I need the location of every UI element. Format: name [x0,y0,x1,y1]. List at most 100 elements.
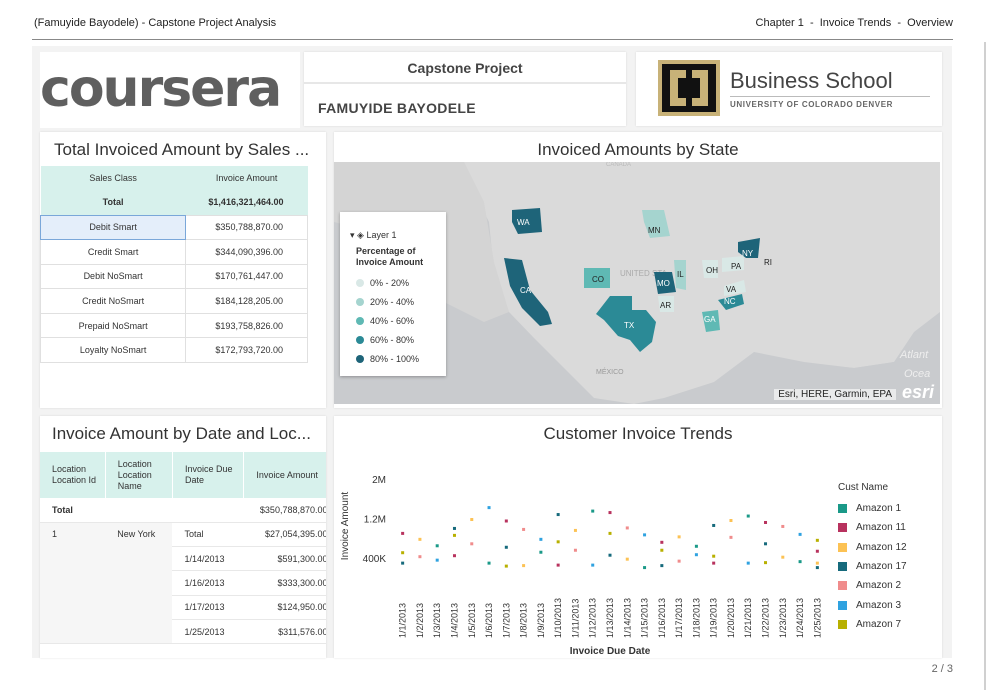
legend-item[interactable]: Amazon 17 [838,557,907,576]
scatter-point[interactable] [418,555,422,559]
scatter-point[interactable] [729,519,733,523]
legend-item[interactable]: Amazon 2 [838,576,907,595]
column-header-due-date[interactable]: Invoice Due Date [172,452,245,498]
amount-cell[interactable]: $591,300.00 [243,546,326,572]
scatter-point[interactable] [573,528,577,532]
scatter-point[interactable] [556,513,560,517]
table-row[interactable]: 1/17/2013 $124,950.00 [40,595,326,620]
scatter-point[interactable] [591,509,595,513]
scatter-point[interactable] [591,563,595,567]
scatter-point[interactable] [815,566,819,570]
legend-item[interactable]: Amazon 7 [838,615,907,634]
scatter-point[interactable] [504,564,508,568]
scatter-point[interactable] [729,535,733,539]
location-id-cell[interactable]: 1 [40,522,106,645]
scatter-point[interactable] [452,533,456,537]
scatter-point[interactable] [401,561,405,565]
sales-class-cell[interactable]: Credit Smart [40,239,187,265]
table-row[interactable]: Credit NoSmart $184,128,205.00 [40,288,308,314]
table-row[interactable]: Debit Smart $350,788,870.00 [40,214,308,241]
scatter-point[interactable] [539,550,543,554]
amount-cell[interactable]: $350,788,870.00 [185,214,308,241]
legend-item[interactable]: Amazon 3 [838,595,907,614]
scatter-point[interactable] [435,558,439,562]
column-header-invoice-amount[interactable]: Invoice Amount [185,166,308,190]
amount-cell[interactable]: $124,950.00 [243,595,326,620]
scatter-point[interactable] [470,542,474,546]
scatter-point[interactable] [539,537,543,541]
page-scrollbar[interactable] [984,42,986,690]
scatter-point[interactable] [677,535,681,539]
layer-label[interactable]: ▾ ◈ Layer 1 [350,230,397,240]
scatter-point[interactable] [764,520,768,524]
scatter-point[interactable] [608,531,612,535]
sales-class-cell[interactable]: Credit NoSmart [40,288,187,314]
state-map[interactable]: MÉXICO Atlant Ocea UNITED STA CANADA [334,162,940,404]
sales-class-cell[interactable]: Debit Smart [40,214,187,241]
scatter-point[interactable] [677,559,681,563]
scatter-point[interactable] [798,560,802,564]
scatter-point[interactable] [694,544,698,548]
scatter-point[interactable] [556,540,560,544]
amount-cell[interactable]: $344,090,396.00 [185,239,308,265]
legend-item[interactable]: Amazon 11 [838,518,907,537]
location-name-cell[interactable]: New York [105,522,173,645]
scatter-point[interactable] [764,542,768,546]
table-row[interactable]: 1 New York Total $27,054,395.00 [40,522,326,645]
scatter-point[interactable] [418,537,422,541]
table-row[interactable]: Loyalty NoSmart $172,793,720.00 [40,337,308,364]
scatter-point[interactable] [746,561,750,565]
table-row[interactable]: Debit NoSmart $170,761,447.00 [40,263,308,290]
amount-cell[interactable]: $170,761,447.00 [185,263,308,290]
customer-trends-chart[interactable]: Invoice Amount Invoice Due Date 400K 1.2M… [334,444,834,658]
scatter-point[interactable] [487,561,491,565]
scatter-point[interactable] [522,564,526,568]
scatter-point[interactable] [522,527,526,531]
scatter-point[interactable] [608,511,612,515]
scatter-point[interactable] [504,545,508,549]
chevron-down-icon[interactable]: ▾ [350,230,355,240]
scatter-point[interactable] [625,557,629,561]
amount-cell[interactable]: $184,128,205.00 [185,288,308,314]
scatter-point[interactable] [660,548,664,552]
amount-cell[interactable]: $172,793,720.00 [185,337,308,364]
sales-class-cell[interactable]: Debit NoSmart [40,263,187,290]
table-row[interactable]: 1/25/2013 $311,576.00 [40,619,326,645]
scatter-point[interactable] [573,548,577,552]
amount-cell[interactable]: $333,300.00 [243,570,326,596]
scatter-point[interactable] [712,561,716,565]
scatter-point[interactable] [746,514,750,518]
scatter-point[interactable] [608,553,612,557]
legend-item[interactable]: Amazon 1 [838,499,907,518]
scatter-point[interactable] [452,554,456,558]
scatter-point[interactable] [712,554,716,558]
scatter-point[interactable] [815,549,819,553]
table-row[interactable]: 1/14/2013 $591,300.00 [40,546,326,572]
scatter-point[interactable] [660,564,664,568]
scatter-point[interactable] [660,540,664,544]
scatter-point[interactable] [452,526,456,530]
scatter-point[interactable] [470,518,474,522]
scatter-point[interactable] [625,526,629,530]
scatter-point[interactable] [401,551,405,555]
legend-item[interactable]: Amazon 12 [838,538,907,557]
scatter-point[interactable] [815,561,819,565]
amount-cell[interactable]: $311,576.00 [243,619,326,645]
table-row[interactable]: Prepaid NoSmart $193,758,826.00 [40,312,308,339]
scatter-point[interactable] [487,506,491,510]
scatter-point[interactable] [643,566,647,570]
column-header-invoice-amount[interactable]: Invoice Amount [243,452,326,498]
scatter-point[interactable] [504,519,508,523]
due-date-cell[interactable]: 1/17/2013 [172,595,244,620]
due-date-cell[interactable]: 1/16/2013 [172,570,244,596]
scatter-point[interactable] [643,533,647,537]
scatter-point[interactable] [815,538,819,542]
scatter-point[interactable] [781,555,785,559]
due-date-cell[interactable]: 1/25/2013 [172,619,244,645]
scatter-point[interactable] [401,531,405,535]
scatter-point[interactable] [781,524,785,528]
scatter-point[interactable] [712,523,716,527]
sales-class-cell[interactable]: Prepaid NoSmart [40,312,187,339]
column-header-sales-class[interactable]: Sales Class [40,166,186,190]
table-row[interactable]: 1/16/2013 $333,300.00 [40,570,326,596]
